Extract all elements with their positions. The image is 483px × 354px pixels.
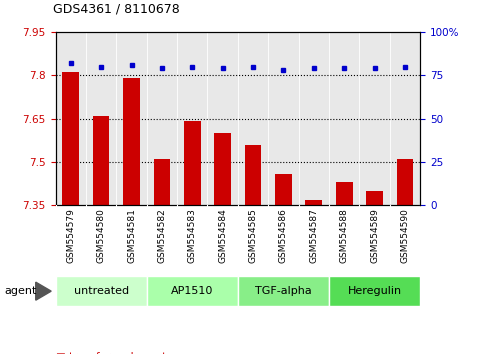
Bar [147, 276, 238, 306]
Bar [397, 159, 413, 205]
Bar [123, 78, 140, 205]
Text: AP1510: AP1510 [171, 286, 213, 296]
Text: GSM554587: GSM554587 [309, 208, 318, 263]
Bar [56, 276, 147, 306]
Bar [336, 182, 353, 205]
Bar [245, 145, 261, 205]
Text: ■ transformed count: ■ transformed count [56, 352, 166, 354]
Text: GSM554580: GSM554580 [97, 208, 106, 263]
Bar [275, 173, 292, 205]
Bar [154, 159, 170, 205]
Text: GSM554581: GSM554581 [127, 208, 136, 263]
Text: GDS4361 / 8110678: GDS4361 / 8110678 [53, 3, 180, 16]
Bar [329, 276, 420, 306]
Bar [184, 121, 200, 205]
Text: GSM554588: GSM554588 [340, 208, 349, 263]
Text: TGF-alpha: TGF-alpha [255, 286, 312, 296]
Bar [366, 191, 383, 205]
Text: GSM554585: GSM554585 [249, 208, 257, 263]
Text: GSM554589: GSM554589 [370, 208, 379, 263]
Polygon shape [36, 282, 51, 300]
Text: GSM554586: GSM554586 [279, 208, 288, 263]
Text: GSM554583: GSM554583 [188, 208, 197, 263]
Text: untreated: untreated [73, 286, 128, 296]
Text: GSM554579: GSM554579 [66, 208, 75, 263]
Text: agent: agent [5, 286, 37, 296]
Text: GSM554584: GSM554584 [218, 208, 227, 263]
Text: GSM554590: GSM554590 [400, 208, 410, 263]
Bar [214, 133, 231, 205]
Bar [62, 72, 79, 205]
Bar [305, 200, 322, 205]
Text: GSM554582: GSM554582 [157, 208, 167, 263]
Bar [93, 116, 110, 205]
Bar [238, 276, 329, 306]
Text: Heregulin: Heregulin [348, 286, 402, 296]
